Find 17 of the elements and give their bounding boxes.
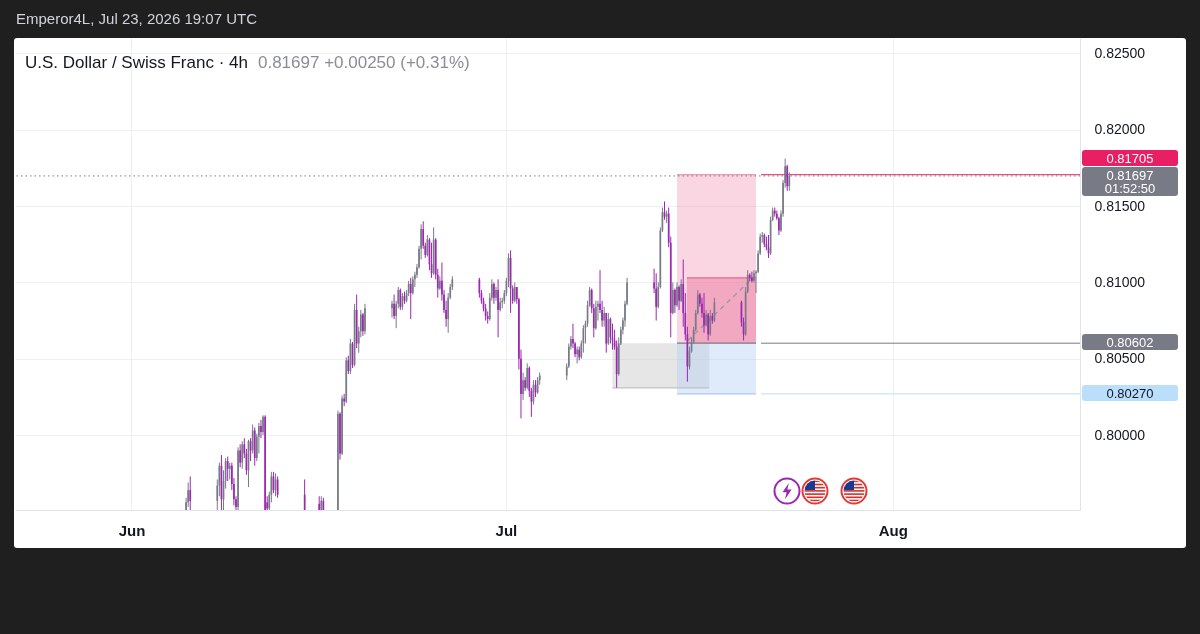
y-tick-label: 0.82000 [1094,121,1146,138]
y-tick-label: 0.80500 [1094,350,1146,367]
y-tick-label: 0.81500 [1094,197,1146,214]
text: 0.81697 +0.00250 (+0.31%) [257,53,470,72]
x-tick-label: Aug [878,521,908,539]
x-tick-label: Jun [118,521,146,539]
text: U.S. Dollar / Swiss Franc · 4h [25,53,248,72]
x-tick-label: Jul [495,521,518,539]
ref-line-label: 0.81697 [1105,168,1155,184]
ref-line-label: 0.81705 [1082,151,1178,167]
y-tick-label: 0.81000 [1094,273,1146,290]
y-tick-label: 0.80000 [1094,426,1146,443]
ref-line-label: 0.80602 [1082,334,1178,350]
y-tick-label: 0.82500 [1094,44,1146,61]
text: 01:52:50 [1103,181,1157,197]
ref-line-label: 0.80270 [1082,386,1178,402]
text: Emperor4L, Jul 23, 2026 19:07 UTC [16,10,257,28]
